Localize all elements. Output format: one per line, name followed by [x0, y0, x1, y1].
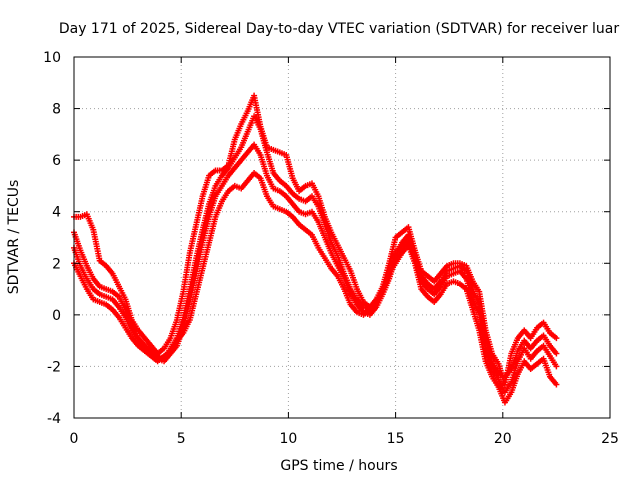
data-point: [553, 335, 560, 342]
y-axis-label: SDTVAR / TECUs: [6, 180, 22, 295]
x-tick-label: 10: [279, 431, 297, 447]
x-tick-label: 20: [494, 431, 512, 447]
data-point: [553, 381, 560, 388]
grid-layer: [74, 57, 610, 418]
plot-frame: [73, 56, 611, 419]
data-point: [553, 350, 560, 357]
tick-layer: 0 5 10 15 20 25 -4 -2 0 2 4 6 8 10: [43, 50, 619, 447]
y-tick-label: -2: [47, 359, 61, 375]
x-axis-label: GPS time / hours: [280, 458, 397, 474]
x-tick-label: 25: [601, 431, 619, 447]
x-tick-label: 5: [177, 431, 186, 447]
y-tick-label: 4: [52, 205, 61, 221]
y-tick-label: 10: [43, 50, 61, 66]
chart-title: Day 171 of 2025, Sidereal Day-to-day VTE…: [59, 21, 620, 37]
y-tick-label: 6: [52, 153, 61, 169]
series-track-4: [71, 170, 560, 406]
series-track-1: [71, 92, 560, 388]
x-tick-label: 15: [387, 431, 405, 447]
y-tick-label: 8: [52, 102, 61, 118]
x-tick-label: 0: [70, 431, 79, 447]
y-tick-label: -4: [47, 411, 61, 427]
data-layer: [71, 92, 560, 406]
y-tick-label: 2: [52, 256, 61, 272]
y-tick-label: 0: [52, 308, 61, 324]
data-point: [553, 363, 560, 370]
